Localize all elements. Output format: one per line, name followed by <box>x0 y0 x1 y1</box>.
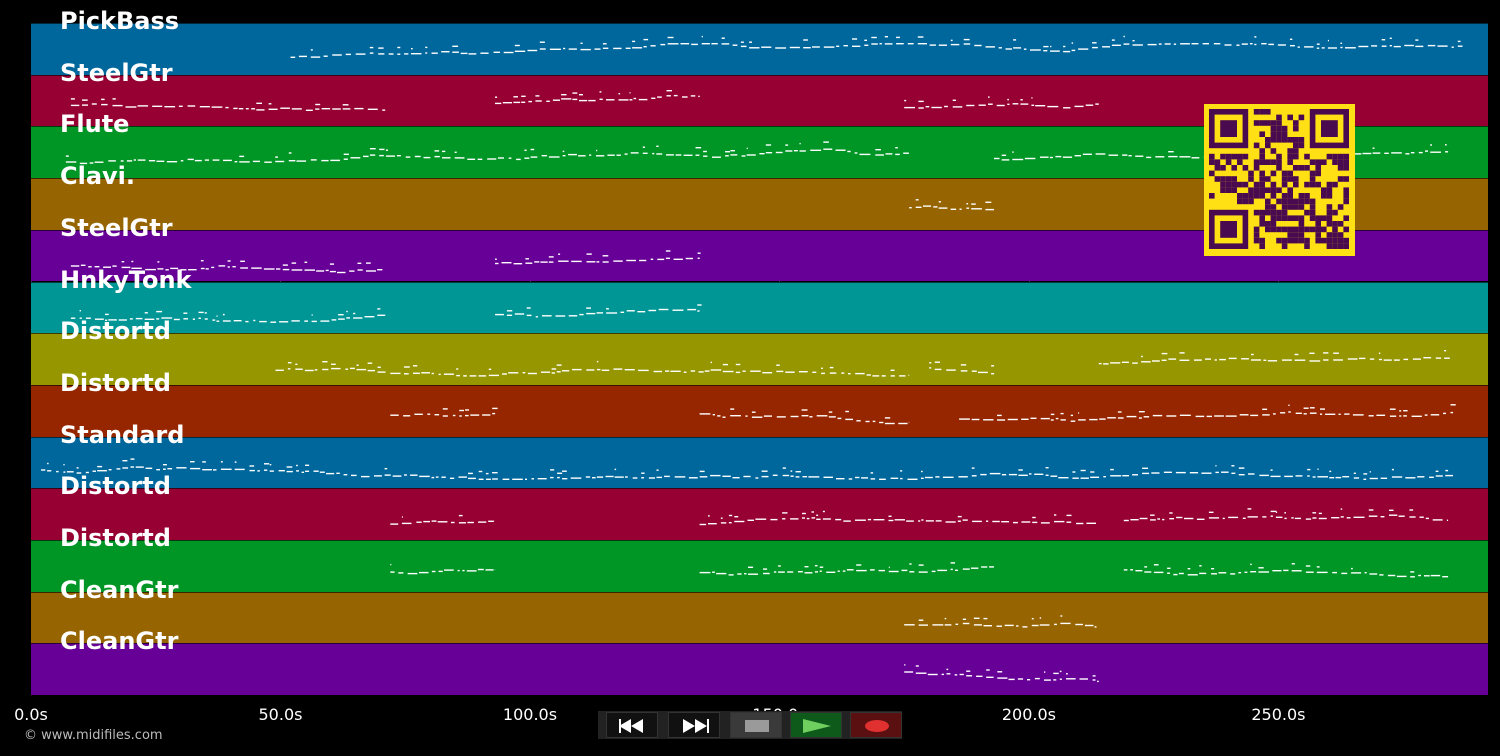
transport-controls <box>598 711 902 739</box>
track-name: Flute <box>60 110 130 139</box>
rewind-icon <box>619 719 643 733</box>
fast-forward-icon <box>683 719 709 733</box>
track-lane[interactable]: Distortd <box>31 526 1488 592</box>
time-tick-label: 200.0s <box>1001 705 1057 724</box>
track-name: Standard <box>60 420 185 449</box>
track-name: Distortd <box>60 317 171 346</box>
track-name: CleanGtr <box>60 627 179 656</box>
track-name: Distortd <box>60 368 171 397</box>
track-name: SteelGtr <box>60 58 173 87</box>
time-tick-label: 50.0s <box>258 705 303 724</box>
rewind-button[interactable] <box>606 712 658 738</box>
record-button[interactable] <box>850 712 902 738</box>
track-lane[interactable]: Distortd <box>31 371 1488 437</box>
track-lane[interactable]: HnkyTonk <box>31 268 1488 334</box>
time-tick-label: 0.0s <box>14 705 48 724</box>
play-icon <box>803 719 831 733</box>
track-lane[interactable]: CleanGtr <box>31 578 1488 644</box>
stop-button[interactable] <box>730 712 782 738</box>
time-tick-label: 100.0s <box>502 705 558 724</box>
track-lane[interactable]: CleanGtr <box>31 629 1488 696</box>
track-name: SteelGtr <box>60 213 173 242</box>
track-lane[interactable]: Distortd <box>31 474 1488 540</box>
track-lane[interactable]: PickBass <box>31 9 1488 75</box>
track-name: CleanGtr <box>60 575 179 604</box>
qr-code-icon[interactable] <box>1204 104 1355 256</box>
track-lane[interactable]: Distortd <box>31 319 1488 385</box>
track-name: HnkyTonk <box>60 265 192 294</box>
play-button[interactable] <box>790 712 842 738</box>
record-icon <box>865 720 889 732</box>
time-tick-label: 250.0s <box>1251 705 1306 724</box>
fast-forward-button[interactable] <box>668 712 720 738</box>
track-lane[interactable]: Standard <box>31 423 1488 489</box>
copyright-text: © www.midifiles.com <box>24 728 163 743</box>
track-name: Clavi. <box>60 162 136 191</box>
track-lane[interactable]: SteelGtr <box>31 61 1488 127</box>
track-name: Distortd <box>60 472 171 501</box>
track-name: PickBass <box>60 7 180 35</box>
stop-icon <box>745 720 769 732</box>
track-name: Distortd <box>60 524 171 552</box>
